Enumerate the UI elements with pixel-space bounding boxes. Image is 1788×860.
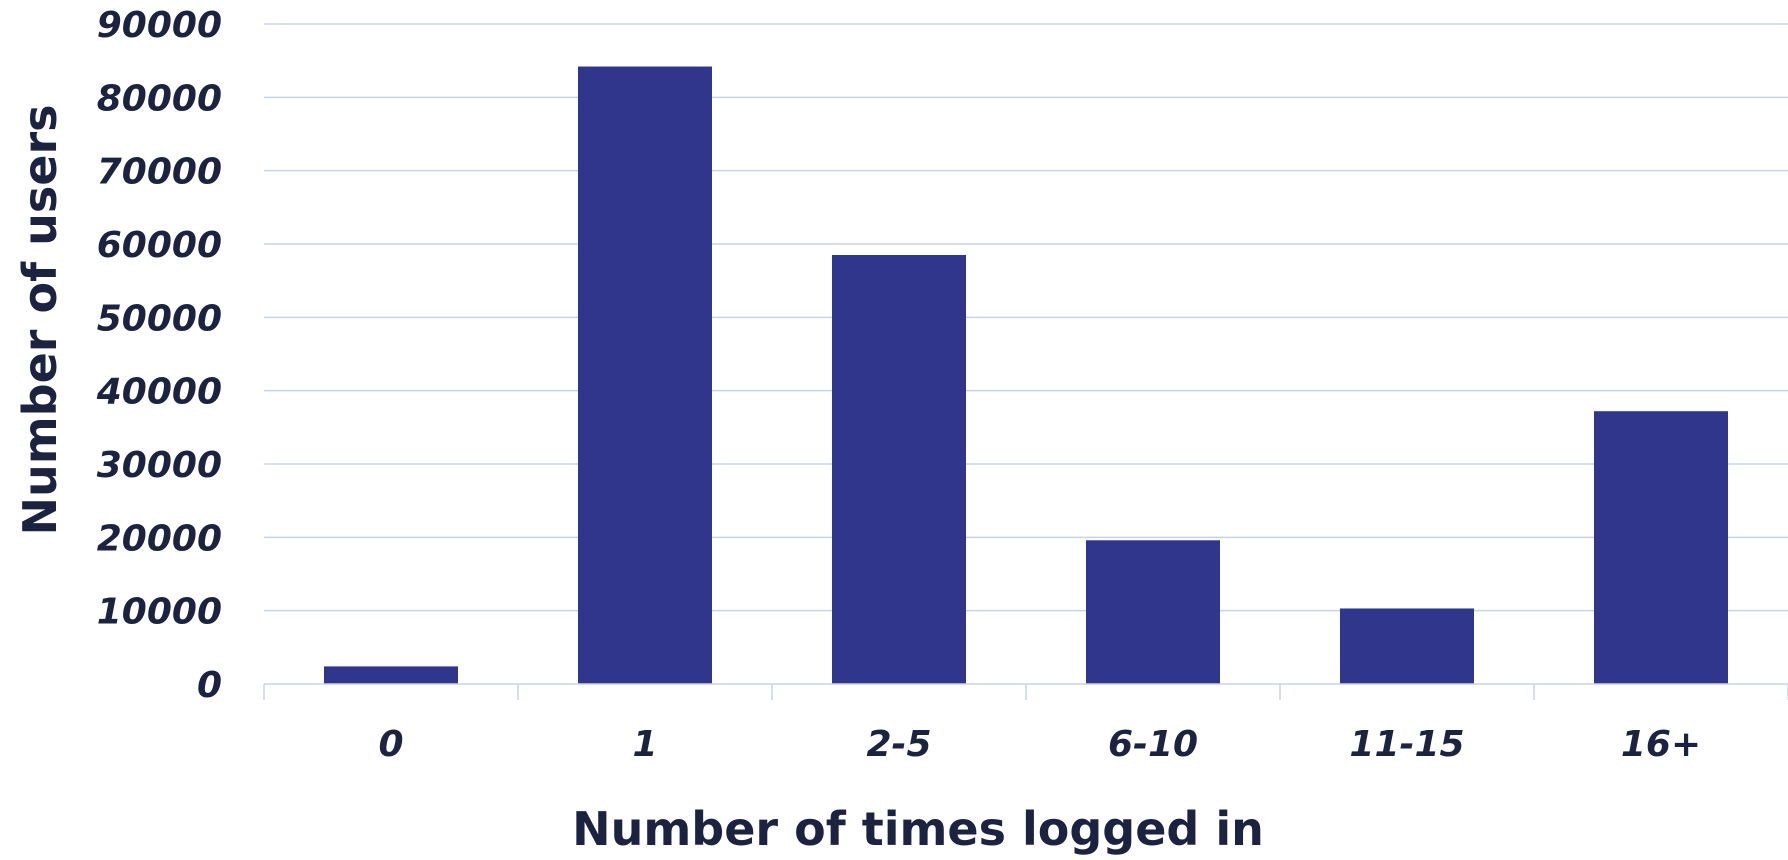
y-tick-label: 70000 [97,152,222,193]
bars [324,66,1728,685]
y-tick-label: 0 [197,665,222,706]
x-tick-label: 16+ [1621,724,1701,765]
x-tick-label: 2-5 [866,724,931,765]
bar [1340,608,1474,684]
bar [1086,540,1220,684]
x-tick-label: 6-10 [1108,724,1198,765]
y-tick-label: 10000 [97,592,222,633]
bar [832,255,966,684]
y-axis-title: Number of users [13,104,67,535]
x-tick-label: 1 [632,724,657,765]
y-tick-label: 80000 [97,78,222,119]
x-tick-label: 11-15 [1349,724,1464,765]
x-axis-tick-labels: 0 1 2-5 6-10 11-15 16+ [378,724,1701,765]
x-tick-label: 0 [378,724,403,765]
gridlines [264,23,1788,612]
y-tick-label: 60000 [97,225,222,266]
y-tick-label: 90000 [97,5,222,46]
bar [1594,411,1728,684]
bar [324,666,458,684]
y-tick-label: 30000 [97,445,222,486]
x-axis [263,683,1788,700]
x-axis-title: Number of times logged in [572,802,1264,856]
y-tick-label: 50000 [97,298,222,339]
y-tick-label: 40000 [96,372,222,413]
bar [578,66,712,685]
y-axis-tick-labels: 0 10000 20000 30000 40000 50000 60000 70000 8000… [96,5,222,706]
y-tick-label: 20000 [97,518,222,559]
